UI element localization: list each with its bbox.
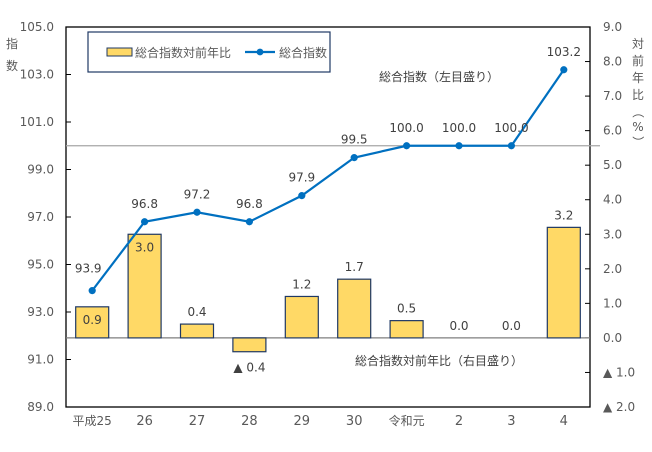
right-scale-annotation: 総合指数対前年比（右目盛り） xyxy=(355,353,523,368)
left-axis-title: 数 xyxy=(6,58,18,73)
right-axis-tick-label: 9.0 xyxy=(603,20,622,34)
line-data-label: 100.0 xyxy=(389,121,423,135)
left-axis-tick-label: 101.0 xyxy=(20,115,54,129)
bar-data-label: 0.0 xyxy=(502,319,521,333)
left-axis-tick-label: 99.0 xyxy=(27,163,54,177)
right-axis-tick-label: 5.0 xyxy=(603,158,622,172)
x-axis-category-label: 4 xyxy=(560,414,568,429)
right-axis-tick-label: ▲ 2.0 xyxy=(603,400,635,414)
x-axis-category-label: 30 xyxy=(346,414,363,429)
bar-data-label: 3.2 xyxy=(554,208,573,222)
right-axis-tick-label: 0.0 xyxy=(603,331,622,345)
plot-area xyxy=(65,26,591,408)
line-data-label: 100.0 xyxy=(442,121,476,135)
line-marker xyxy=(88,287,96,295)
left-axis-tick-label: 97.0 xyxy=(27,210,54,224)
x-axis-category-label: 29 xyxy=(294,414,311,429)
legend-line-marker-icon xyxy=(256,48,264,56)
bar-data-label: 0.0 xyxy=(449,319,468,333)
right-axis-title: % xyxy=(632,120,643,134)
right-axis-tick-label: 6.0 xyxy=(603,124,622,138)
left-axis-tick-label: 93.0 xyxy=(27,305,54,319)
line-marker xyxy=(507,142,515,150)
line-marker xyxy=(560,66,568,74)
left-axis-title: 指 xyxy=(6,36,18,51)
line-marker xyxy=(298,192,306,200)
right-axis-title: ） xyxy=(631,136,645,148)
left-axis-tick-label: 103.0 xyxy=(20,68,54,82)
bar-6 xyxy=(389,320,424,339)
bar-data-label: 1.7 xyxy=(345,260,364,274)
x-axis-category-label: 27 xyxy=(189,414,206,429)
x-axis-category-label: 3 xyxy=(507,414,515,429)
legend-bar-swatch-icon xyxy=(106,47,133,57)
right-axis-tick-label: 3.0 xyxy=(603,227,622,241)
line-marker xyxy=(193,208,201,216)
right-axis-tick-label: 2.0 xyxy=(603,262,622,276)
line-series-sogo-shisu xyxy=(91,69,565,292)
legend-line-label: 総合指数 xyxy=(279,45,327,60)
line-data-label: 99.5 xyxy=(341,133,368,147)
x-axis-category-label: 平成25 xyxy=(73,414,112,428)
line-data-label: 103.2 xyxy=(547,45,581,59)
left-scale-annotation: 総合指数（左目盛り） xyxy=(379,69,499,84)
line-data-label: 97.2 xyxy=(184,187,211,201)
bar-2 xyxy=(179,323,215,339)
line-marker xyxy=(403,142,411,150)
right-axis-tick-label: ▲ 1.0 xyxy=(603,365,635,379)
line-marker xyxy=(455,142,463,150)
line-marker xyxy=(350,154,358,162)
x-axis-category-label: 2 xyxy=(455,414,463,429)
line-marker xyxy=(245,218,253,226)
bar-4 xyxy=(284,295,319,339)
line-data-label: 100.0 xyxy=(494,121,528,135)
right-axis-tick-label: 7.0 xyxy=(603,89,622,103)
right-axis-tick-label: 4.0 xyxy=(603,193,622,207)
x-axis-category-label: 26 xyxy=(136,414,153,429)
right-axis-tick-label: 8.0 xyxy=(603,55,622,69)
bar-data-label: 0.4 xyxy=(187,305,206,319)
bar-data-label: ▲ 0.4 xyxy=(233,361,265,375)
bar-5 xyxy=(337,278,372,339)
line-data-label: 96.8 xyxy=(236,197,263,211)
right-axis-title: （ xyxy=(631,106,645,118)
bar-0 xyxy=(75,306,110,339)
line-data-label: 93.9 xyxy=(75,262,102,276)
right-axis-tick-label: 1.0 xyxy=(603,296,622,310)
right-axis-title: 対 xyxy=(632,37,644,51)
bar-data-label: 0.9 xyxy=(83,313,102,327)
right-axis-title: 年 xyxy=(632,71,644,85)
bar-data-label: 1.2 xyxy=(292,277,311,291)
left-axis-tick-label: 95.0 xyxy=(27,258,54,272)
bar-9 xyxy=(546,226,581,339)
line-data-label: 96.8 xyxy=(131,197,158,211)
bar-1 xyxy=(127,233,162,339)
line-data-label: 97.9 xyxy=(288,171,315,185)
legend-bar-label: 総合指数対前年比 xyxy=(135,45,231,60)
bar-data-label: 3.0 xyxy=(135,240,154,254)
right-axis-title: 前 xyxy=(632,53,644,68)
right-axis-title: 比 xyxy=(632,88,644,102)
bar-3 xyxy=(232,337,267,353)
left-axis-tick-label: 91.0 xyxy=(27,353,54,367)
left-axis-tick-label: 89.0 xyxy=(27,400,54,414)
x-axis-category-label: 令和元 xyxy=(389,413,425,428)
left-axis-tick-label: 105.0 xyxy=(20,20,54,34)
x-axis-category-label: 28 xyxy=(241,414,258,429)
bar-data-label: 0.5 xyxy=(397,302,416,316)
line-marker xyxy=(141,218,149,226)
